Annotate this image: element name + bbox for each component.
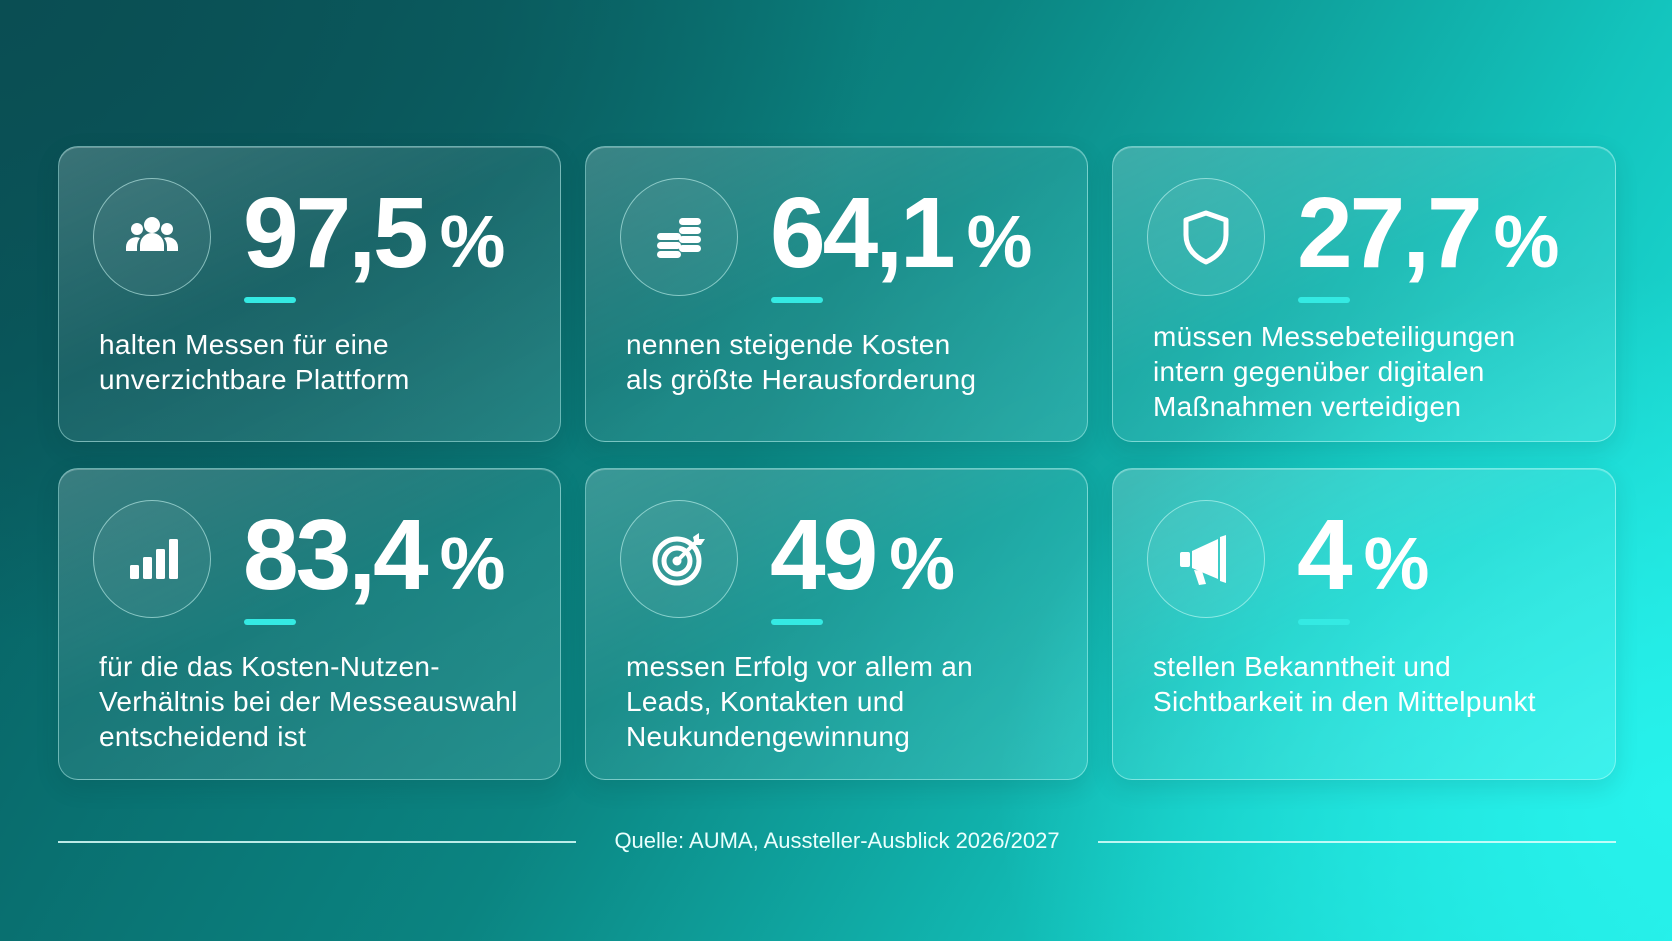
description-line: Maßnahmen verteidigen (1153, 391, 1462, 422)
description-line: Leads, Kontakten und (626, 686, 905, 717)
icon-circle (93, 178, 211, 296)
stat-unit: % (1363, 522, 1430, 605)
stat-value: 97,5 % (243, 173, 505, 293)
description-line: Sichtbarkeit in den Mittelpunkt (1153, 686, 1536, 717)
stat-number: 49 (770, 499, 878, 611)
stat-unit: % (966, 200, 1033, 283)
people-icon (126, 217, 178, 251)
stat-value: 49 % (770, 495, 955, 615)
stat-card-erfolg-leads: 49 % messen Erfolg vor allem an Leads, K… (585, 468, 1088, 780)
stat-unit: % (889, 522, 956, 605)
description-line: unverzichtbare Plattform (99, 364, 410, 395)
target-icon (652, 533, 705, 586)
stat-card-messebeteiligungen-verteidigen: 27,7 % müssen Messebeteiligungen intern … (1112, 146, 1616, 442)
footer-divider-right (1098, 841, 1616, 843)
description-line: für die das Kosten-Nutzen- (99, 651, 440, 682)
stat-unit: % (1493, 200, 1560, 283)
stat-description: nennen steigende Kosten als größte Herau… (626, 327, 1066, 397)
description-line: nennen steigende Kosten (626, 329, 951, 360)
stat-value: 4 % (1297, 495, 1429, 615)
shield-icon (1183, 210, 1229, 265)
stat-description: halten Messen für eine unverzichtbare Pl… (99, 327, 539, 397)
stat-card-bekanntheit: 4 % stellen Bekanntheit und Sichtbarkeit… (1112, 468, 1616, 780)
stat-unit: % (439, 522, 506, 605)
stat-description: müssen Messebeteiligungen intern gegenüb… (1153, 319, 1593, 424)
accent-bar (244, 297, 296, 303)
accent-bar (771, 619, 823, 625)
stat-card-messen-unverzichtbar: 97,5 % halten Messen für eine unverzicht… (58, 146, 561, 442)
icon-circle (620, 178, 738, 296)
accent-bar (244, 619, 296, 625)
icon-circle (620, 500, 738, 618)
stat-unit: % (439, 200, 506, 283)
source-text: Quelle: AUMA, Aussteller-Ausblick 2026/2… (614, 828, 1060, 853)
accent-bar (771, 297, 823, 303)
source-footer: Quelle: AUMA, Aussteller-Ausblick 2026/2… (58, 825, 1616, 855)
stat-value: 83,4 % (243, 495, 505, 615)
megaphone-icon (1180, 535, 1226, 585)
description-line: intern gegenüber digitalen (1153, 356, 1485, 387)
coins-icon (657, 218, 701, 258)
accent-bar (1298, 297, 1350, 303)
stat-card-kosten-nutzen: 83,4 % für die das Kosten-Nutzen- Verhäl… (58, 468, 561, 780)
icon-circle (93, 500, 211, 618)
stat-description: stellen Bekanntheit und Sichtbarkeit in … (1153, 649, 1593, 719)
stat-number: 83,4 (243, 499, 429, 611)
description-line: stellen Bekanntheit und (1153, 651, 1452, 682)
stat-number: 97,5 (243, 177, 429, 289)
stat-number: 27,7 (1297, 177, 1483, 289)
footer-divider-left (58, 841, 576, 843)
stat-value: 27,7 % (1297, 173, 1559, 293)
description-line: entscheidend ist (99, 721, 307, 752)
stat-description: messen Erfolg vor allem an Leads, Kontak… (626, 649, 1066, 754)
stat-value: 64,1 % (770, 173, 1032, 293)
stat-description: für die das Kosten-Nutzen- Verhältnis be… (99, 649, 539, 754)
icon-circle (1147, 178, 1265, 296)
icon-circle (1147, 500, 1265, 618)
description-line: müssen Messebeteiligungen (1153, 321, 1516, 352)
description-line: Neukundengewinnung (626, 721, 911, 752)
description-line: halten Messen für eine (99, 329, 389, 360)
description-line: Verhältnis bei der Messeauswahl (99, 686, 518, 717)
description-line: messen Erfolg vor allem an (626, 651, 974, 682)
stat-card-steigende-kosten: 64,1 % nennen steigende Kosten als größt… (585, 146, 1088, 442)
stat-number: 4 (1297, 499, 1353, 611)
bar-chart-icon (130, 539, 178, 579)
accent-bar (1298, 619, 1350, 625)
description-line: als größte Herausforderung (626, 364, 977, 395)
stats-grid: 97,5 % halten Messen für eine unverzicht… (58, 146, 1616, 780)
stat-number: 64,1 (770, 177, 956, 289)
